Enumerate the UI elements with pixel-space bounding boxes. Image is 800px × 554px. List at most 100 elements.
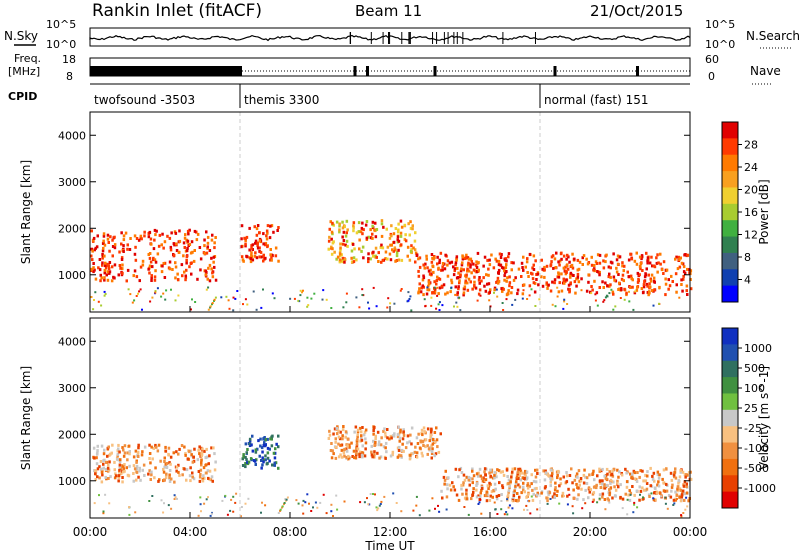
data-pixel — [128, 513, 131, 516]
data-pixel — [126, 247, 129, 251]
data-pixel — [431, 442, 435, 446]
data-pixel — [344, 430, 348, 434]
data-pixel — [103, 243, 107, 247]
data-pixel — [131, 301, 134, 304]
data-pixel — [649, 277, 652, 281]
data-pixel — [516, 470, 520, 474]
data-pixel — [680, 261, 684, 265]
data-pixel — [576, 497, 579, 501]
colorbar-segment — [722, 475, 738, 493]
data-pixel — [266, 245, 269, 249]
data-pixel — [94, 469, 97, 473]
data-pixel — [682, 265, 686, 269]
data-pixel — [270, 437, 273, 441]
data-pixel — [648, 495, 651, 498]
data-pixel — [396, 235, 400, 239]
data-pixel — [686, 505, 689, 508]
data-pixel — [664, 496, 667, 499]
data-pixel — [415, 504, 418, 507]
data-pixel — [601, 280, 604, 284]
data-pixel — [338, 258, 342, 262]
data-pixel — [128, 464, 131, 468]
data-pixel — [356, 433, 359, 437]
data-pixel — [244, 298, 247, 301]
data-pixel — [162, 511, 165, 514]
data-pixel — [430, 253, 434, 256]
data-pixel — [200, 510, 202, 513]
data-pixel — [396, 455, 400, 459]
data-pixel — [417, 290, 421, 294]
data-pixel — [208, 249, 212, 252]
data-pixel — [185, 268, 188, 272]
data-pixel — [227, 299, 230, 302]
colorbar-tick-label: -500 — [744, 462, 769, 475]
data-pixel — [676, 267, 680, 271]
data-pixel — [118, 465, 121, 469]
data-pixel — [258, 255, 261, 259]
data-pixel — [565, 278, 568, 282]
data-pixel — [133, 234, 137, 238]
data-pixel — [635, 480, 639, 483]
data-pixel — [193, 229, 197, 233]
data-pixel — [511, 303, 514, 306]
data-pixel — [460, 483, 463, 487]
data-pixel — [126, 268, 130, 272]
data-pixel — [580, 289, 583, 292]
data-pixel — [125, 466, 128, 470]
data-pixel — [664, 502, 667, 505]
data-pixel — [173, 480, 176, 484]
data-pixel — [209, 478, 213, 482]
data-pixel — [684, 508, 687, 511]
data-pixel — [581, 256, 584, 260]
data-pixel — [173, 498, 176, 500]
data-pixel — [304, 501, 307, 504]
data-pixel — [118, 460, 122, 463]
data-pixel — [409, 453, 412, 457]
data-pixel — [408, 233, 411, 237]
data-pixel — [485, 493, 488, 497]
data-pixel — [488, 299, 491, 302]
data-pixel — [643, 488, 646, 492]
data-pixel — [680, 283, 683, 286]
data-pixel — [665, 268, 669, 272]
data-pixel — [275, 442, 278, 446]
freq-marker — [353, 66, 357, 76]
data-pixel — [174, 276, 177, 280]
data-pixel — [550, 468, 553, 472]
data-pixel — [102, 462, 105, 466]
data-pixel — [641, 486, 644, 490]
data-pixel — [251, 449, 255, 453]
data-pixel — [117, 447, 120, 451]
data-pixel — [94, 291, 97, 294]
data-pixel — [553, 278, 557, 282]
data-pixel — [620, 277, 624, 281]
data-pixel — [325, 298, 328, 301]
data-pixel — [672, 504, 675, 506]
data-pixel — [155, 445, 158, 449]
data-pixel — [465, 492, 468, 496]
data-pixel — [334, 456, 338, 460]
data-pixel — [148, 500, 151, 502]
data-pixel — [258, 246, 261, 250]
data-pixel — [154, 233, 157, 237]
data-pixel — [399, 454, 403, 458]
data-pixel — [531, 488, 534, 492]
data-pixel — [523, 476, 526, 480]
data-pixel — [633, 471, 637, 475]
data-pixel — [106, 466, 110, 470]
data-pixel — [262, 288, 264, 291]
data-pixel — [500, 500, 503, 502]
data-pixel — [544, 471, 548, 475]
data-pixel — [352, 221, 356, 225]
data-pixel — [101, 254, 105, 258]
freq-tick-top: 18 — [62, 53, 76, 66]
data-pixel — [587, 280, 590, 284]
data-pixel — [630, 257, 634, 261]
data-pixel — [351, 242, 355, 246]
data-pixel — [428, 439, 431, 443]
data-pixel — [520, 275, 523, 278]
data-pixel — [670, 478, 674, 482]
data-pixel — [113, 460, 116, 464]
data-pixel — [408, 298, 411, 300]
